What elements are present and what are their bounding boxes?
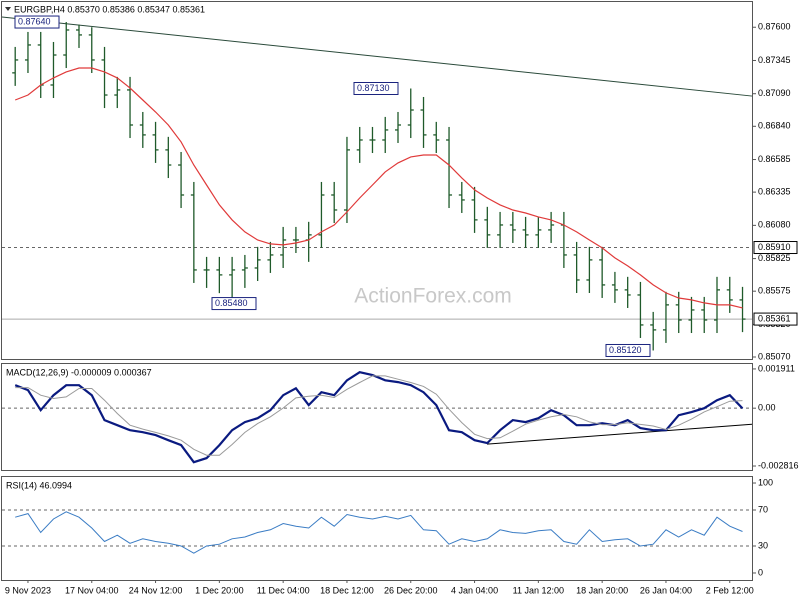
x-tick-label: 26 Jan 04:00	[640, 585, 692, 595]
x-tick-label: 2 Feb 12:00	[706, 585, 754, 595]
y-tick-label: 0.86335	[758, 186, 791, 196]
macd-panel	[1, 363, 753, 471]
x-tick-label: 11 Jan 12:00	[513, 585, 564, 595]
y-tick-label: -0.002816	[758, 460, 799, 470]
y-tick-label: 0.86840	[758, 121, 791, 131]
watermark: ActionForex.com	[354, 285, 512, 308]
x-tick-label: 11 Dec 04:00	[257, 585, 310, 595]
price-panel	[1, 1, 753, 360]
annotation-box	[211, 297, 257, 311]
y-tick-label: 0.87090	[758, 88, 791, 98]
y-tick-label: 0.87600	[758, 22, 791, 32]
rsi-panel	[1, 476, 753, 581]
y-tick-label: 0.001911	[758, 363, 795, 373]
indicator-line	[15, 375, 743, 456]
indicator-line	[15, 511, 743, 554]
y-tick-label: 0.87345	[758, 55, 791, 65]
y-tick-label: 100	[758, 477, 773, 487]
x-tick-label: 4 Jan 04:00	[451, 585, 498, 595]
y-tick-label: 0.85575	[758, 286, 791, 296]
y-tick-label: 0.85825	[758, 253, 791, 263]
annotation-label: 0.87130	[357, 83, 390, 93]
annotation-label: 0.87640	[18, 16, 51, 26]
x-tick-label: 18 Jan 20:00	[576, 585, 628, 595]
moving-average	[14, 67, 743, 309]
last-price-box	[753, 312, 798, 326]
y-tick-label: 70	[758, 504, 768, 514]
level-box	[753, 241, 798, 255]
panel-title: RSI(14) 46.0994	[6, 480, 72, 490]
panel-title: EURGBP,H4 0.85370 0.85386 0.85347 0.8536…	[14, 4, 205, 14]
x-tick-label: 1 Dec 20:00	[195, 585, 244, 595]
last-price-label: 0.85361	[758, 313, 791, 323]
y-tick-label: 0.86080	[758, 220, 791, 230]
y-tick-label: 0	[758, 567, 763, 577]
x-tick-label: 18 Dec 12:00	[320, 585, 374, 595]
menu-arrow	[5, 7, 11, 11]
annotation-box	[353, 82, 399, 96]
trendline	[486, 423, 753, 445]
x-tick-label: 17 Nov 04:00	[65, 585, 119, 595]
y-tick-label: 0.00	[758, 403, 776, 413]
y-tick-label: 30	[758, 540, 768, 550]
annotation-label: 0.85120	[609, 345, 642, 355]
x-tick-label: 24 Nov 12:00	[129, 585, 183, 595]
annotation-box	[14, 15, 60, 29]
panel-title: MACD(12,26,9) -0.000009 0.000367	[6, 367, 152, 377]
y-tick-label: 0.86585	[758, 154, 791, 164]
annotation-label: 0.85480	[215, 298, 248, 308]
x-tick-label: 26 Dec 20:00	[384, 585, 438, 595]
y-tick-label: 0.85070	[758, 351, 791, 361]
level-label: 0.85910	[758, 242, 791, 252]
annotation-box	[605, 343, 651, 357]
indicator-line	[14, 371, 744, 464]
trendline	[1, 16, 753, 97]
x-tick-label: 9 Nov 2023	[5, 585, 51, 595]
